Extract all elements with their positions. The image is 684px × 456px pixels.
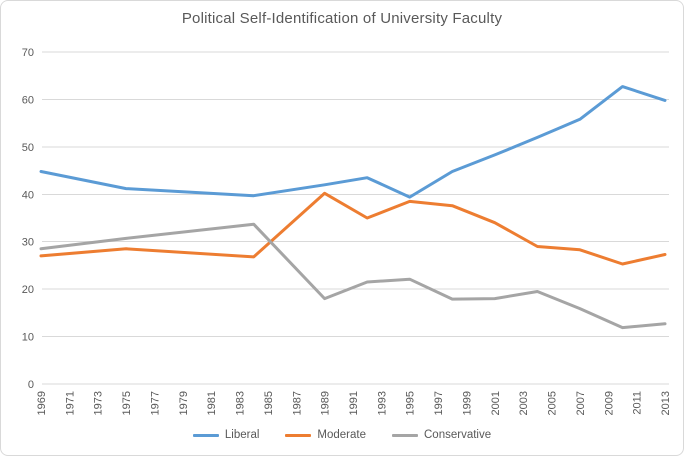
y-gridlines [42,51,669,385]
x-tick-label-1981: 1981 [206,391,218,415]
x-tick-label-1999: 1999 [461,391,473,415]
legend-label-moderate: Moderate [317,429,366,441]
x-tick-label-1995: 1995 [405,391,417,415]
legend-item-conservative: Conservative [392,429,491,441]
series-line-conservative [39,222,667,330]
x-tick-label-2009: 2009 [603,391,615,415]
x-tick-label-1989: 1989 [320,391,332,415]
x-tick-label-1973: 1973 [93,391,105,415]
x-axis-tick-labels: 1969 1971 1973 1975 1977 1979 1981 1983 1985 1987… [36,391,672,415]
y-tick-label-60: 60 [22,94,34,106]
y-tick-label-70: 70 [22,47,34,59]
series-line-liberal [39,85,667,199]
x-tick-label-2013: 2013 [660,391,672,415]
y-tick-label-40: 40 [22,189,34,201]
y-tick-label-0: 0 [28,379,34,391]
y-tick-label-20: 20 [22,284,34,296]
x-tick-label-1985: 1985 [263,391,275,415]
x-tick-label-1975: 1975 [121,391,133,415]
x-tick-label-2003: 2003 [518,391,530,415]
legend-label-liberal: Liberal [224,429,260,441]
y-tick-label-10: 10 [22,332,34,344]
chart-legend: Liberal Moderate Conservative [1,429,683,441]
legend-swatch-liberal [192,433,219,437]
y-tick-label-30: 30 [22,237,34,249]
legend-item-moderate: Moderate [285,429,366,441]
x-tick-label-1969: 1969 [36,391,48,415]
x-tick-label-1977: 1977 [149,391,161,415]
x-tick-label-1979: 1979 [178,391,190,415]
x-tick-label-2005: 2005 [547,391,559,415]
series-line-moderate [39,191,667,266]
legend-label-conservative: Conservative [424,429,492,441]
x-tick-label-1983: 1983 [235,391,247,415]
x-tick-label-1993: 1993 [376,391,388,415]
legend-swatch-conservative [392,433,418,437]
x-tick-label-1971: 1971 [64,391,76,415]
x-tick-label-2001: 2001 [490,391,502,415]
x-tick-label-1997: 1997 [433,391,445,415]
chart-title: Political Self-Identification of Univers… [181,10,503,27]
x-tick-label-1991: 1991 [348,391,360,415]
x-tick-label-2011: 2011 [632,391,644,415]
y-axis-tick-labels: 0 10 20 30 40 50 60 70 [22,47,34,391]
x-tick-label-2007: 2007 [575,391,587,415]
y-tick-label-50: 50 [22,142,34,154]
x-tick-label-1987: 1987 [291,391,303,415]
legend-swatch-moderate [285,433,312,437]
legend-item-liberal: Liberal [192,429,260,441]
